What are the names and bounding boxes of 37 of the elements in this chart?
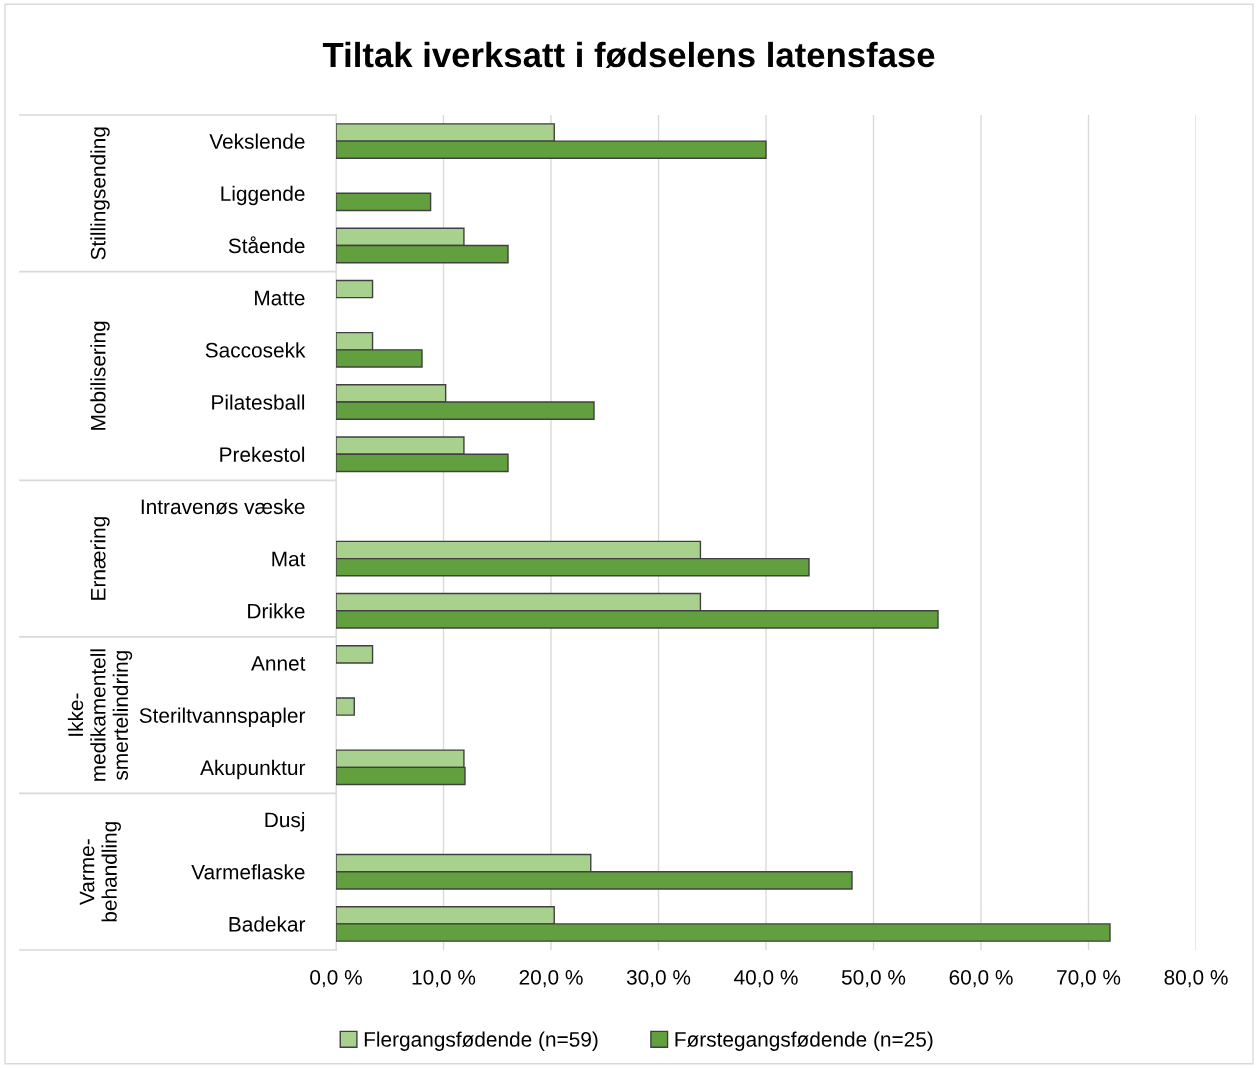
y-tick-label: Annet: [251, 656, 306, 671]
bar: [336, 279, 374, 299]
x-tick-label: 40,0 %: [734, 969, 798, 988]
y-tick-label: Mat: [272, 551, 306, 567]
y-tick-label: Badekar: [229, 916, 306, 932]
legend-label: Førstegangsfødende (n=25): [675, 1031, 933, 1051]
bar: [336, 192, 432, 212]
y-tick-label: Varmeflaske: [191, 864, 305, 880]
x-tick-label: 80,0 %: [1164, 969, 1228, 988]
x-tick-label: 0,0 %: [310, 969, 362, 988]
text: Ikke- medikamentell smertelindring: [67, 649, 133, 781]
y-tick-label: Intravenøs væske: [141, 498, 305, 515]
x-tick-label: 60,0 %: [949, 969, 1013, 988]
x-tick-label: 10,0 %: [412, 969, 476, 988]
y-tick-label: Akupunktur: [200, 759, 306, 780]
text: Ernæring: [90, 517, 110, 600]
y-tick-label: Drikke: [248, 603, 305, 619]
y-tick-label: Saccosekk: [205, 342, 306, 358]
text: Varme- behandling: [79, 822, 121, 922]
y-tick-label: Stående: [228, 236, 305, 254]
y-tick-label: Vekslende: [209, 133, 305, 149]
x-tick-label: 50,0 %: [841, 969, 906, 988]
x-tick-label: 30,0 %: [626, 969, 691, 988]
legend-label: Flergangsfødende (n=59): [364, 1031, 598, 1051]
x-tick-label: 70,0 %: [1057, 969, 1121, 988]
y-tick-label: Liggende: [221, 185, 305, 206]
chart-title: Tiltak iverksatt i fødselens latensfase: [322, 41, 935, 68]
text: Stillingsending: [90, 127, 110, 260]
y-tick-label: Pilatesball: [212, 394, 305, 410]
bar: [336, 645, 374, 664]
y-tick-label: Steriltvannspapler: [139, 707, 306, 728]
bar: [336, 697, 355, 716]
y-tick-label: Dusj: [265, 811, 305, 832]
y-tick-label: Matte: [255, 290, 305, 306]
text: Mobilisering: [90, 321, 110, 430]
x-tick-label: 20,0 %: [519, 969, 583, 988]
y-tick-label: Prekestol: [220, 446, 305, 462]
